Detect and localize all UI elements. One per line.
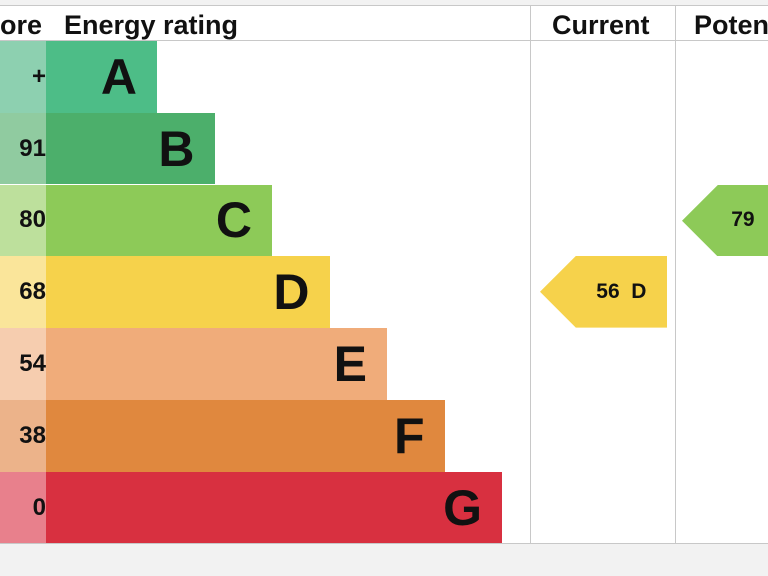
band-bar-c: C xyxy=(46,184,272,257)
band-bar-g: G xyxy=(46,471,502,544)
band-bar-f: F xyxy=(46,400,445,472)
header-divider xyxy=(0,40,768,41)
current-arrow xyxy=(540,256,667,328)
current-column-divider xyxy=(530,5,531,543)
band-letter-b: B xyxy=(158,120,195,177)
band-score-a: + xyxy=(0,41,46,113)
top-border xyxy=(0,5,768,6)
band-score-g: 0 xyxy=(0,471,46,544)
band-letter-d: D xyxy=(273,264,310,321)
score-header: ore xyxy=(0,10,43,40)
band-letter-a: A xyxy=(100,48,137,105)
band-letter-e: E xyxy=(333,335,367,392)
band-score-d: 68 xyxy=(0,256,46,328)
potential-rating-label: 79 xyxy=(731,208,755,232)
band-score-e: 54 xyxy=(0,328,46,400)
band-bar-e: E xyxy=(46,328,387,400)
band-bar-b: B xyxy=(46,112,215,185)
potential-arrow-shape xyxy=(682,184,768,257)
band-letter-c: C xyxy=(215,192,252,249)
bottom-border xyxy=(0,543,768,544)
band-score-b: 91 xyxy=(0,112,46,185)
band-bar-a: A xyxy=(46,41,157,113)
band-score-c: 80 xyxy=(0,184,46,257)
current-arrow-shape xyxy=(540,256,667,328)
potential-header: Poten xyxy=(694,10,768,40)
energy-rating-header: Energy rating xyxy=(64,10,239,40)
band-letter-f: F xyxy=(393,407,425,464)
band-score-f: 38 xyxy=(0,400,46,472)
potential-column-divider xyxy=(675,5,676,543)
potential-arrow xyxy=(682,184,768,257)
current-header: Current xyxy=(552,10,650,40)
band-letter-g: G xyxy=(443,479,482,536)
band-bar-d: D xyxy=(46,256,330,328)
current-rating-label: 56 D xyxy=(596,280,647,304)
